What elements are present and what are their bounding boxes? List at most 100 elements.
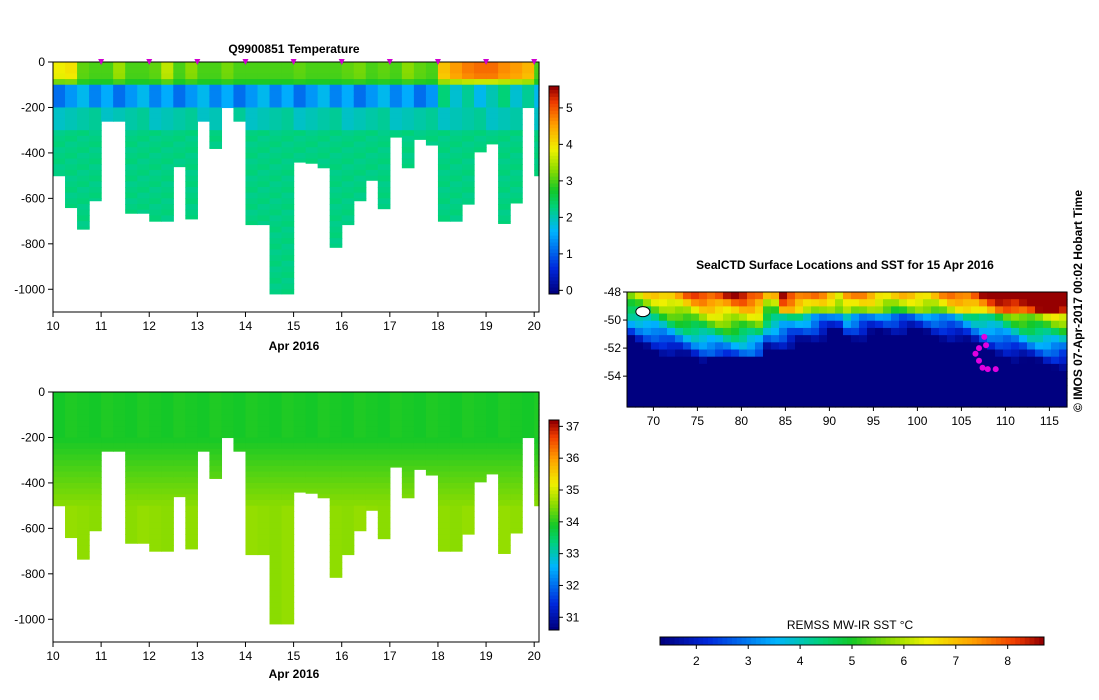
- section-cell: [269, 454, 283, 461]
- sst-cell: [971, 385, 980, 394]
- sst-cell: [659, 399, 668, 408]
- sst-cell: [739, 392, 748, 401]
- sst-cell: [939, 399, 948, 408]
- section-cell: [173, 477, 186, 484]
- section-cell: [377, 505, 391, 512]
- sst-cell: [883, 342, 892, 351]
- section-cell: [498, 113, 511, 120]
- colorbar-tick-label: 33: [566, 547, 580, 561]
- section-cell: [269, 488, 283, 495]
- section-cell: [498, 209, 511, 217]
- sst-cell: [811, 299, 820, 307]
- section-cell: [293, 414, 307, 422]
- section-cell: [425, 79, 439, 86]
- section-cell: [534, 118, 540, 126]
- sst-cell: [947, 342, 956, 351]
- sst-cell: [843, 327, 852, 336]
- sst-cell: [715, 363, 724, 372]
- sst-cell: [875, 306, 884, 315]
- section-cell: [125, 101, 138, 109]
- section-cell: [329, 477, 343, 484]
- sst-cell: [1003, 327, 1012, 336]
- sst-cell: [707, 335, 716, 343]
- section-cell: [353, 158, 367, 165]
- section-cell: [281, 545, 295, 552]
- section-cell: [510, 113, 523, 120]
- section-cell: [401, 158, 415, 165]
- section-cell: [257, 107, 271, 114]
- section-cell: [77, 96, 90, 103]
- sst-cell: [987, 392, 996, 401]
- section-cell: [305, 414, 319, 422]
- colorbar-segment: [549, 486, 559, 491]
- sst-cell: [1027, 385, 1036, 394]
- section-cell: [137, 79, 150, 86]
- sst-cell: [731, 335, 740, 343]
- section-cell: [137, 141, 150, 148]
- sst-cell: [1043, 313, 1052, 322]
- section-cell: [65, 517, 78, 524]
- section-cell: [77, 101, 90, 109]
- sst-cell: [899, 392, 908, 401]
- sst-cell: [1059, 385, 1068, 394]
- section-cell: [510, 67, 523, 74]
- sst-cell: [691, 327, 700, 336]
- sst-cell: [859, 306, 868, 315]
- section-cell: [486, 471, 499, 475]
- colorbar-segment: [664, 637, 671, 645]
- sst-cell: [867, 371, 876, 379]
- section-cell: [185, 192, 198, 199]
- section-cell: [65, 443, 78, 450]
- sst-cell: [971, 320, 980, 329]
- section-cell: [233, 443, 247, 450]
- sst-cell: [779, 363, 788, 372]
- sst-cell: [947, 371, 956, 379]
- sst-cell: [1027, 306, 1036, 315]
- sst-cell: [667, 313, 676, 322]
- section-cell: [317, 437, 331, 444]
- section-cell: [462, 488, 475, 495]
- section-cell: [269, 585, 283, 592]
- section-cell: [317, 409, 331, 416]
- colorbar-segment: [549, 103, 559, 108]
- section-cell: [65, 73, 78, 80]
- section-cell: [53, 443, 66, 450]
- section-cell: [77, 539, 90, 547]
- sst-cell: [907, 392, 916, 401]
- section-cell: [353, 420, 367, 427]
- colorbar-segment: [837, 637, 843, 645]
- sst-cell: [771, 320, 780, 329]
- section-cell: [245, 67, 259, 74]
- section-cell: [401, 147, 415, 154]
- section-cell: [377, 499, 391, 507]
- section-cell: [53, 164, 66, 171]
- section-cell: [269, 187, 283, 194]
- sst-cell: [691, 385, 700, 394]
- section-cell: [353, 454, 367, 461]
- section-cell: [389, 437, 403, 444]
- section-cell: [185, 471, 198, 478]
- section-cell: [113, 403, 126, 410]
- section-cell: [449, 409, 463, 416]
- section-cell: [245, 403, 259, 410]
- section-cell: [269, 260, 283, 268]
- sst-cell: [643, 335, 652, 343]
- section-cell: [281, 460, 295, 467]
- section-cell: [125, 107, 138, 114]
- sst-cell: [1051, 349, 1060, 358]
- colorbar-tick-label: 6: [901, 654, 908, 668]
- sst-cell: [739, 349, 748, 358]
- sst-cell: [1059, 299, 1068, 307]
- sst-cell: [947, 335, 956, 343]
- section-cell: [269, 528, 283, 535]
- section-cell: [449, 130, 463, 137]
- section-cell: [449, 79, 463, 86]
- section-cell: [245, 534, 259, 541]
- section-cell: [437, 403, 451, 410]
- sst-cell: [715, 399, 724, 408]
- section-cell: [281, 534, 295, 541]
- section-cell: [486, 107, 499, 114]
- section-cell: [125, 409, 138, 416]
- section-cell: [317, 101, 331, 109]
- sst-cell: [867, 335, 876, 343]
